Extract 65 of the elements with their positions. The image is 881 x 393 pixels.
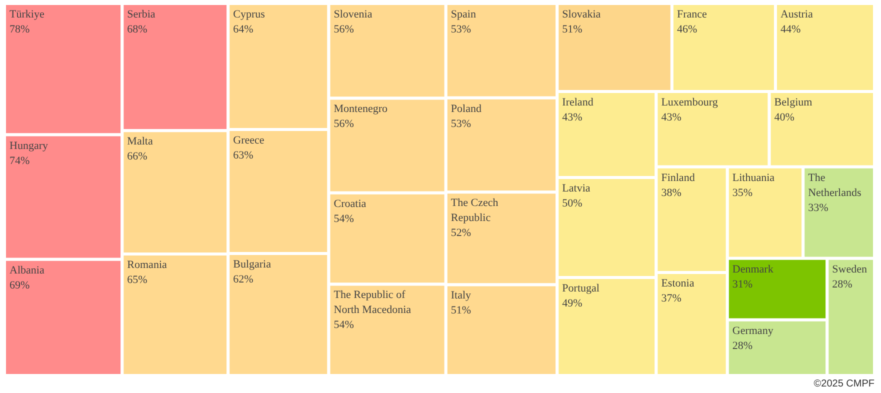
category-label: Portugal (562, 282, 600, 294)
category-label: Türkiye (10, 8, 44, 20)
data-label: 54% (334, 319, 354, 332)
category-label: Latvia (562, 182, 590, 195)
category-label: Italy (450, 290, 472, 302)
category-label: Spain (450, 8, 476, 20)
data-label: 53% (450, 24, 472, 36)
category-label: Belgium (774, 96, 813, 109)
data-label: 40% (774, 112, 794, 124)
category-label: France (676, 8, 707, 20)
data-label: 54% (334, 212, 354, 225)
category-label: Montenegro (334, 103, 388, 116)
data-label: 56% (334, 118, 354, 130)
data-label: 62% (233, 273, 254, 286)
category-label: Malta (127, 136, 153, 148)
data-label: 50% (562, 198, 582, 210)
category-label: Serbia (127, 8, 156, 20)
text: ©2025 CMPF (814, 378, 875, 390)
category-label: Cyprus (233, 8, 265, 20)
data-label: 78% (10, 24, 30, 36)
category-label: The Netherlands (808, 172, 862, 199)
data-label: 46% (676, 24, 698, 36)
category-label: Poland (450, 102, 482, 115)
category-label: Slovenia (334, 8, 372, 20)
category-label: Romania (127, 258, 167, 271)
category-label: Greece (233, 134, 264, 146)
data-label: 31% (732, 278, 753, 290)
data-label: 63% (233, 149, 254, 162)
category-label: Croatia (334, 198, 366, 210)
category-label: The Republic of North Macedonia (334, 289, 412, 316)
data-label: 38% (661, 186, 682, 199)
data-label: 53% (450, 118, 472, 130)
data-label: 44% (780, 24, 801, 36)
category-label: Albania (10, 264, 44, 276)
category-label: Sweden (832, 263, 868, 276)
data-label: 51% (450, 304, 472, 317)
data-label: 28% (732, 340, 753, 352)
category-label: Lithuania (732, 172, 775, 184)
data-label: 43% (562, 112, 582, 124)
category-label: Slovakia (562, 8, 601, 20)
category-label: Germany (732, 324, 774, 337)
category-label: Hungary (10, 140, 48, 152)
data-label: 74% (10, 154, 30, 167)
category-label: Finland (661, 172, 696, 184)
data-label: 51% (562, 24, 582, 36)
data-label: 52% (450, 227, 472, 240)
category-label: Bulgaria (233, 258, 272, 270)
category-label: Austria (780, 8, 813, 20)
data-label: 68% (127, 24, 148, 36)
data-label: 69% (10, 279, 30, 292)
data-label: 35% (732, 186, 753, 199)
category-label: Luxembourg (661, 96, 718, 109)
data-label: 28% (832, 278, 852, 290)
category-label: Ireland (562, 96, 594, 109)
data-label: 33% (808, 202, 828, 214)
category-label: Estonia (661, 278, 694, 290)
category-label: Denmark (732, 263, 774, 276)
data-label: 49% (562, 298, 582, 310)
data-label: 56% (334, 24, 354, 36)
data-label: 66% (127, 150, 148, 163)
data-label: 65% (127, 274, 148, 286)
data-label: 64% (233, 24, 254, 36)
data-label: 37% (661, 292, 682, 305)
category-label: The Czech Republic (450, 197, 499, 224)
data-label: 43% (661, 112, 682, 124)
